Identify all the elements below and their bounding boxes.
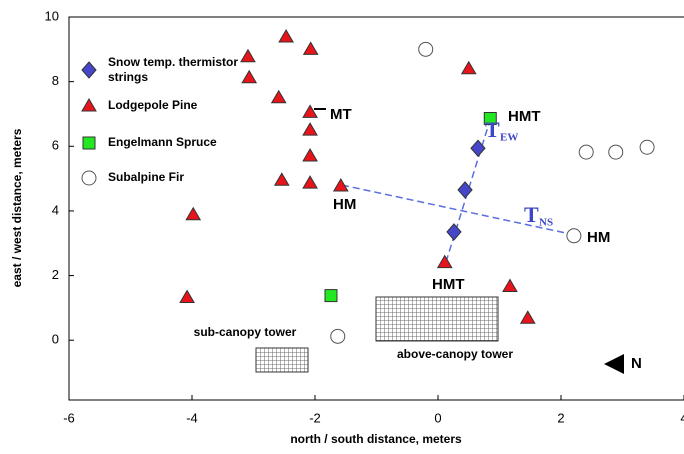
point [302,41,319,55]
legend-label: Snow temp. thermistor strings [108,55,239,84]
point [502,278,518,293]
point [332,178,349,192]
x-axis-label: north / south distance, meters [290,432,462,446]
point [436,254,453,269]
above-canopy-tower [375,296,499,342]
point [302,175,318,189]
annotation: sub-canopy tower [194,325,297,339]
sub-canopy-tower [255,347,309,373]
y-tick-label: 8 [52,73,59,88]
x-tick-label: -4 [186,410,198,425]
point [457,181,473,199]
legend-label: Subalpine Fir [108,170,185,184]
annotation: above-canopy tower [397,347,513,361]
point [273,172,290,186]
y-axis-label: east / west distance, meters [10,128,24,287]
point [302,147,318,162]
point [446,223,462,241]
legend-marker [81,61,97,79]
transect-sub: NS [539,217,553,229]
annotation: HM [587,229,610,246]
annotation: HM [333,196,356,213]
legend-marker [81,98,97,112]
point [302,104,318,118]
point [330,328,346,344]
transect-sub: EW [500,132,518,144]
x-tick-label: -6 [63,410,75,425]
y-tick-label: 10 [45,8,59,23]
y-tick-label: 2 [52,267,59,282]
annotation: HMT [508,108,541,125]
x-tick-label: 2 [557,410,564,425]
point [519,310,536,324]
legend-label: Lodgepole Pine [108,98,198,112]
plot-frame [68,16,684,401]
point [185,206,202,221]
x-tick-label: -2 [309,410,321,425]
legend-marker [81,170,97,186]
point [566,228,582,244]
point [241,69,258,84]
point [302,122,318,136]
annotation: MT [330,106,352,123]
transect-label: T [485,117,500,142]
transect-ns [341,184,576,236]
y-tick-label: 0 [52,332,59,347]
y-tick-label: 6 [52,138,59,153]
x-tick-label: 0 [434,410,441,425]
legend-marker [82,136,96,150]
point [324,289,338,303]
point [240,48,256,63]
point [608,144,624,160]
point [418,41,434,57]
point [483,111,497,125]
point [639,139,655,155]
y-tick-label: 4 [52,202,59,217]
point [578,144,594,160]
transect-label: T [524,202,539,227]
point [278,29,294,43]
x-tick-label: 4 [680,410,684,425]
annotation: HMT [432,276,465,293]
point [460,60,477,75]
point [270,89,287,104]
north-arrow [604,354,624,374]
legend-label: Engelmann Spruce [108,135,217,149]
annotation: N [631,355,642,372]
point [179,289,195,304]
point [470,139,486,157]
